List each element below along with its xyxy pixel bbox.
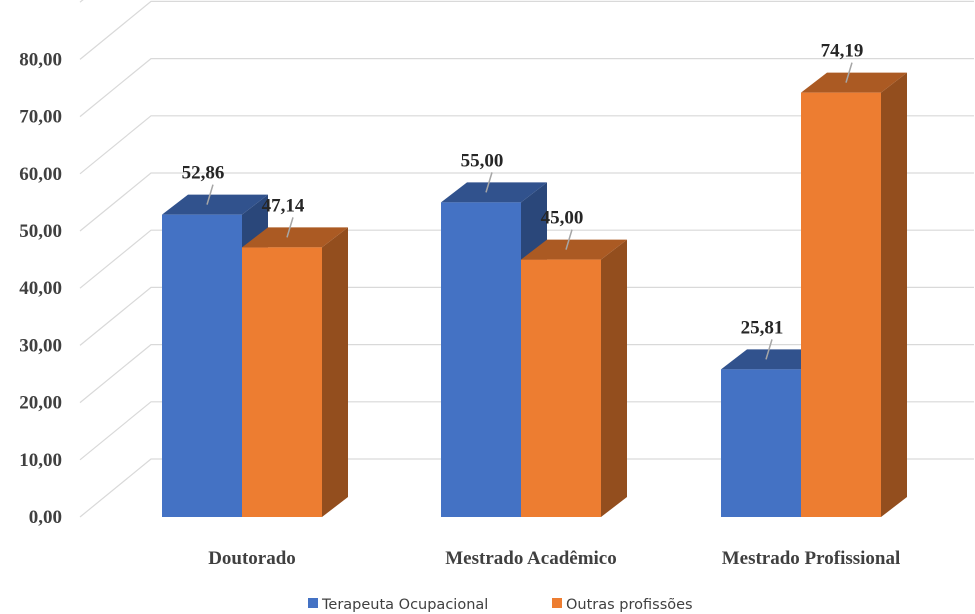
y-tick-label: 60,00 [19, 164, 62, 185]
data-label: 25,81 [741, 317, 784, 338]
bar-side [322, 227, 348, 518]
legend-swatch-outras-profissoes [552, 598, 562, 608]
data-label-leader [845, 62, 853, 83]
y-tick-label: 40,00 [19, 278, 62, 299]
bar-front [801, 92, 881, 517]
bar: 74,19 [801, 41, 907, 517]
bar-top [162, 194, 268, 215]
data-label: 45,00 [541, 208, 584, 229]
gridline [79, 458, 974, 518]
bar-top [801, 72, 907, 93]
legend-swatch-terapeuta-ocupacional [308, 598, 318, 608]
gridline [79, 0, 974, 60]
data-label-leader [206, 184, 214, 205]
bar-top [521, 239, 627, 260]
bar-front [521, 259, 601, 517]
gridline [79, 172, 974, 232]
data-label: 74,19 [821, 41, 864, 62]
bar-side [601, 239, 627, 517]
y-tick-label: 80,00 [19, 49, 62, 70]
y-tick-label: 70,00 [19, 107, 62, 128]
y-tick-label: 20,00 [19, 393, 62, 414]
legend-label-terapeuta-ocupacional: Terapeuta Ocupacional [321, 597, 488, 613]
gridline [79, 57, 974, 118]
legend: Terapeuta Ocupacional Outras profissões [308, 597, 693, 613]
bar-top [242, 227, 348, 248]
y-tick-label: 50,00 [19, 221, 62, 242]
data-label: 47,14 [262, 195, 305, 216]
bar-top [721, 349, 827, 370]
gridline [79, 286, 974, 346]
y-tick-label: 0,00 [29, 507, 62, 528]
data-label-leader [485, 172, 493, 193]
y-axis-ticks: 0,00 10,00 20,00 30,00 40,00 50,00 60,00 70,00 8… [19, 49, 62, 528]
gridlines [79, 0, 974, 518]
bar-side [881, 72, 907, 517]
data-label-leader [286, 217, 294, 238]
gridline [79, 115, 974, 175]
bar-front [721, 369, 801, 517]
y-tick-label: 10,00 [19, 450, 62, 471]
bar-front [162, 214, 242, 517]
data-label-leader [765, 339, 773, 360]
gridline [79, 401, 974, 461]
data-label-leader [565, 229, 573, 250]
bar-front [242, 247, 322, 518]
x-category-label: Doutorado [208, 548, 296, 569]
gridline [79, 229, 974, 289]
x-axis-categories: Doutorado Mestrado Acadêmico Mestrado Prof… [208, 548, 900, 569]
gridline [79, 344, 974, 404]
x-category-label: Mestrado Acadêmico [445, 548, 616, 569]
bar-top [441, 182, 547, 203]
bar-front [441, 202, 521, 517]
y-tick-label: 30,00 [19, 335, 62, 356]
data-label: 52,86 [182, 163, 225, 184]
bar: 45,00 [521, 208, 627, 517]
bar: 47,14 [242, 195, 348, 518]
x-category-label: Mestrado Profissional [722, 548, 901, 569]
data-label: 55,00 [461, 150, 504, 171]
bars: 52,86 47,14 55,00 45,00 25,81 74,19 [162, 41, 907, 518]
legend-label-outras-profissoes: Outras profissões [566, 597, 693, 613]
